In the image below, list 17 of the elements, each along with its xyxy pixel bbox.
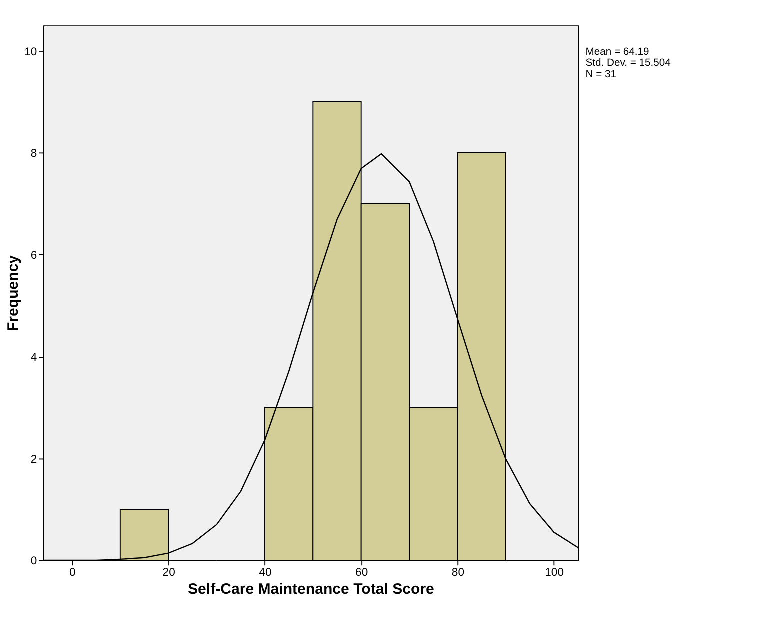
- x-tick-label: 40: [259, 566, 272, 579]
- y-axis-title: Frequency: [5, 254, 22, 332]
- x-tick-label: 0: [70, 566, 76, 579]
- text: Std. Dev. = 15.504: [586, 58, 672, 70]
- y-tick-label: 8: [30, 148, 38, 160]
- x-axis-title: Self-Care Maintenance Total Score: [188, 580, 434, 598]
- y-tick-label: 4: [30, 352, 38, 364]
- text: N = 31: [586, 69, 617, 80]
- x-tick-label: 20: [162, 566, 176, 579]
- text: Mean = 64.19: [586, 46, 650, 58]
- x-tick-label: 100: [545, 566, 564, 579]
- y-tick-label: 6: [30, 250, 38, 262]
- x-tick-label: 60: [356, 566, 368, 579]
- x-tick-label: 80: [452, 566, 464, 579]
- y-tick-label: 2: [30, 454, 38, 466]
- y-tick-label: 10: [24, 46, 38, 58]
- y-tick-label: 0: [30, 556, 38, 568]
